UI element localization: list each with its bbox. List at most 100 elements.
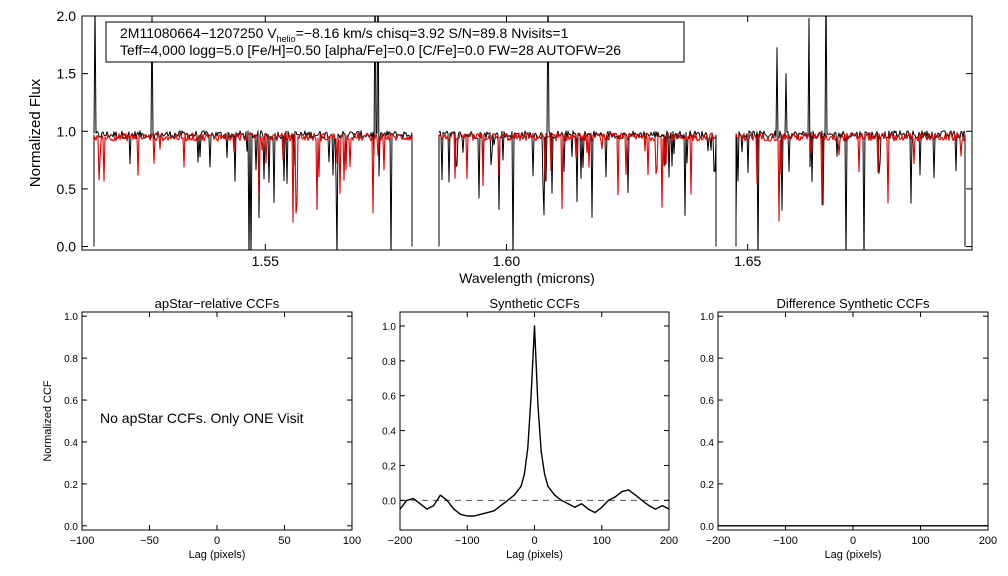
synthetic_ccf-ytick-label: 0.8 — [382, 357, 396, 368]
ccf-point — [459, 513, 462, 515]
apstar_ccf-ytick-label: 0.0 — [64, 522, 78, 533]
apstar_ccf-xtick-label: 50 — [278, 535, 290, 547]
spectrum-plot-area — [93, 16, 966, 250]
ccf-point — [567, 503, 569, 505]
spectrum-panel: 1.55 1.60 1.65 0.0 0.5 1.0 1.5 2.0 Wavelength (m… — [27, 8, 973, 286]
ccf-point — [554, 494, 556, 496]
annotation-line2: Teff=4,000 logg=5.0 [Fe/H]=0.50 [alpha/F… — [120, 42, 621, 58]
synthetic_ccf-plot-area — [400, 325, 669, 517]
ccf-point — [661, 504, 663, 507]
spectrum-xtick-label: 1.65 — [734, 253, 761, 269]
no-apstar-message: No apStar CCFs. Only ONE Visit — [100, 410, 304, 426]
ccf-point — [587, 508, 589, 510]
synthetic_ccf-panel: −200 −100 0 100 200 0.0 0.2 0.4 0.6 0.8 1.0 Synthet… — [382, 296, 678, 561]
ccf-point — [574, 506, 576, 508]
ccf-point — [634, 494, 636, 496]
synthetic_ccf-xlabel: Lag (pixels) — [506, 549, 563, 561]
difference_ccf-xlabel: Lag (pixels) — [825, 549, 882, 561]
synthetic_ccf-ytick-label: 0.4 — [382, 427, 396, 438]
apstar_ccf-xtick-label: −100 — [70, 535, 95, 547]
difference_ccf-xtick-label: −200 — [706, 535, 731, 547]
apstar_ccf-xlabel: Lag (pixels) — [189, 549, 246, 561]
synthetic_ccf-xtick-label: −200 — [388, 535, 413, 547]
apstar_ccf-xtick-label: −50 — [140, 535, 159, 547]
difference_ccf-ytick-label: 0.6 — [700, 396, 714, 407]
spectrum-frame — [81, 15, 973, 251]
ccf-point — [537, 403, 539, 406]
synthetic_ccf-xtick-label: 0 — [531, 535, 537, 547]
ccf-point — [530, 395, 532, 397]
ccf-point — [493, 510, 495, 512]
difference_ccf-ytick-label: 0.4 — [700, 438, 714, 449]
apstar_ccf-ytick-label: 0.6 — [64, 396, 78, 407]
ccf-point — [543, 473, 546, 475]
ccf-point — [486, 511, 489, 514]
annotation-helio-subscript: helio — [277, 34, 296, 44]
ccf-point — [446, 499, 448, 501]
spectrum-ytick-label: 0.0 — [57, 239, 77, 255]
apstar_ccf-ytick-label: 0.8 — [64, 354, 78, 365]
synthetic_ccf-frame — [399, 311, 670, 531]
ccf-point — [412, 498, 415, 500]
difference_ccf-xtick-label: 100 — [911, 535, 929, 547]
spectrum-ytick-label: 1.5 — [57, 66, 77, 82]
spectrum-ytick-label: 1.0 — [57, 123, 77, 139]
spectrum-series-observed — [93, 16, 966, 250]
ccf-point — [648, 504, 650, 507]
ccf-point — [621, 491, 623, 493]
ccf-point — [533, 325, 536, 327]
synthetic_ccf-ytick-label: 1.0 — [382, 322, 396, 333]
synthetic_ccf-title: Synthetic CCFs — [489, 296, 580, 311]
synthetic_ccf-ytick-label: 0.6 — [382, 392, 396, 403]
ccf-point — [433, 504, 435, 507]
ccf-point — [473, 515, 475, 517]
ccf-point — [520, 485, 522, 487]
ccf-point — [580, 503, 583, 505]
ccf-point — [507, 499, 509, 501]
ccf-point — [453, 508, 455, 510]
synthetic_ccf-xtick-label: 100 — [593, 535, 611, 547]
difference_ccf-frame — [717, 311, 989, 531]
difference_ccf-ytick-label: 1.0 — [700, 312, 714, 323]
difference_ccf-panel: −200 −100 0 100 200 0.0 0.2 0.4 0.6 0.8 1.0 Differe… — [700, 296, 997, 561]
ccf-point — [607, 499, 610, 501]
ccf-point — [540, 450, 542, 453]
difference_ccf-xtick-label: 0 — [850, 535, 856, 547]
spectrum-ytick-label: 0.5 — [57, 181, 77, 197]
ccf-point — [594, 511, 596, 514]
apstar_ccf-ytick-label: 1.0 — [64, 312, 78, 323]
annotation-line1-prefix: 2M11080664−1207250 V — [120, 25, 277, 41]
synthetic_ccf-series-line — [400, 325, 669, 517]
ccf-point — [547, 485, 549, 487]
apstar_ccf-panel: −100 −50 0 50 100 0.0 0.2 0.4 0.6 0.8 1.0 apStar−re… — [42, 296, 361, 561]
spectrum-xlabel: Wavelength (microns) — [459, 270, 595, 286]
apstar_ccf-ytick-label: 0.2 — [64, 480, 78, 491]
difference_ccf-ytick-label: 0.0 — [700, 522, 714, 533]
difference_ccf-ytick-label: 0.2 — [700, 480, 714, 491]
apstar_ccf-ytick-label: 0.4 — [64, 438, 78, 449]
spectrum-xtick-label: 1.55 — [252, 253, 279, 269]
ccf-point — [523, 473, 526, 475]
ccf-point — [480, 513, 482, 515]
ccf-point — [419, 503, 421, 505]
apstar_ccf-xtick-label: 100 — [343, 535, 361, 547]
ccf-point — [527, 447, 529, 449]
synthetic_ccf-ytick-label: 0.2 — [382, 461, 396, 472]
apstar_ccf-xtick-label: 0 — [214, 535, 220, 547]
ccf-point — [513, 494, 515, 496]
spectrum-xtick-label: 1.60 — [493, 253, 520, 269]
synthetic_ccf-xtick-label: 200 — [660, 535, 678, 547]
difference_ccf-xtick-label: −100 — [773, 535, 798, 547]
difference_ccf-xtick-label: 200 — [979, 535, 997, 547]
ccf-point — [641, 499, 643, 501]
ccf-point — [426, 508, 428, 510]
ccf-point — [654, 508, 657, 510]
ccf-point — [466, 515, 468, 517]
ccf-point — [500, 504, 502, 507]
spectrum-ytick-label: 2.0 — [57, 8, 77, 24]
apstar_ccf-ylabel: Normalized CCF — [42, 380, 54, 462]
synthetic_ccf-ytick-label: 0.0 — [382, 496, 396, 507]
spectrum-ylabel: Normalized Flux — [27, 78, 44, 187]
difference_ccf-ytick-label: 0.8 — [700, 354, 714, 365]
